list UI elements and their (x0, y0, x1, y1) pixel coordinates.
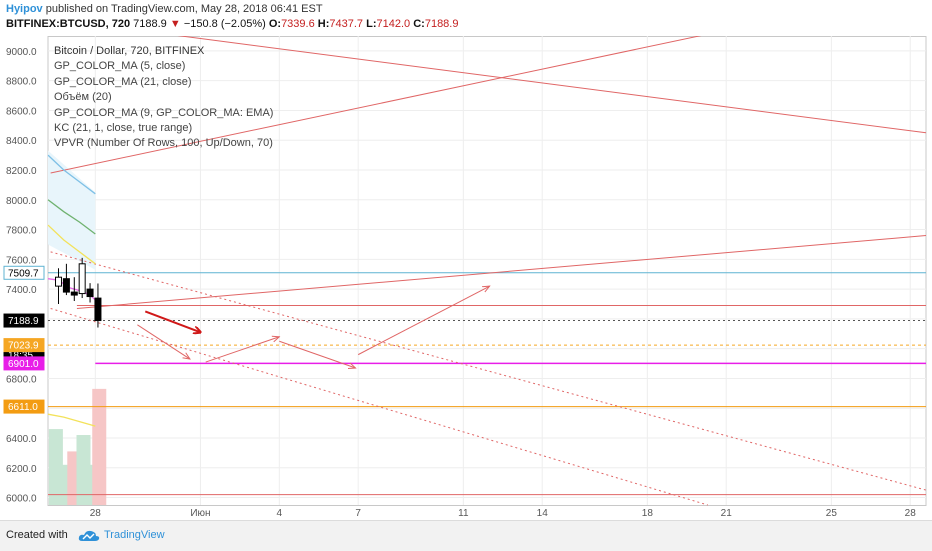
kc-band (48, 150, 96, 270)
forecast-arrow-0 (144, 310, 200, 332)
trendline-0 (50, 36, 702, 174)
high-label: H: (317, 18, 330, 30)
price-label-box-3 (3, 338, 45, 353)
price-label-0: 7509.7 (8, 268, 39, 279)
price-label-box-0 (3, 265, 45, 280)
x-tick-5: 14 (537, 508, 549, 519)
y-tick-6000: 6000.0 (6, 494, 37, 505)
price-label-box-5 (3, 399, 45, 414)
legend-item-kc[interactable]: KC (21, 1, close, true range) (54, 122, 193, 135)
trendline-1 (177, 36, 927, 134)
last-price: 7188.9 (133, 18, 167, 30)
created-with-text: Created with (6, 529, 68, 541)
trendline-3 (50, 251, 927, 491)
ma-line-0 (47, 154, 96, 195)
plot-border (47, 36, 927, 506)
y-tick-7400: 7400.0 (6, 285, 37, 296)
legend-title: Bitcoin / Dollar, 720, BITFINEX (54, 45, 205, 57)
tradingview-link[interactable]: TradingView (104, 529, 165, 541)
x-tick-3: 7 (355, 508, 361, 519)
y-tick-7600: 7600.0 (6, 255, 37, 266)
y-tick-6800: 6800.0 (6, 374, 37, 385)
publish-line: Hyipov published on TradingView.com, May… (6, 3, 323, 15)
change-down-icon: ▼ (169, 18, 181, 30)
open-value: 7339.6 (281, 18, 315, 30)
tradingview-cloud-icon (78, 530, 100, 541)
footer: Created with TradingView (0, 520, 932, 551)
x-tick-6: 18 (642, 508, 654, 519)
y-tick-8800: 8800.0 (6, 77, 37, 88)
ma-line-4 (47, 413, 96, 427)
trend-lines (50, 36, 927, 506)
y-tick-6200: 6200.0 (6, 464, 37, 475)
symbol-line: BITFINEX:BTCUSD, 720 7188.9 ▼ −150.8 (−2… (6, 18, 458, 30)
candle-body-1 (62, 278, 70, 293)
candle-body-2 (70, 291, 78, 296)
forecast-arrows (137, 286, 489, 368)
chart-grid (47, 36, 927, 506)
forecast-arrow-3 (279, 340, 355, 368)
volume-bar-5 (92, 388, 107, 505)
low-value: 7142.0 (376, 18, 411, 30)
price-label-2: 18:35 (8, 351, 33, 362)
x-tick-0: 28 (90, 508, 102, 519)
y-tick-7800: 7800.0 (6, 226, 37, 237)
price-label-3: 7023.9 (8, 341, 39, 352)
candles (55, 257, 102, 328)
volume-bar-0 (48, 429, 63, 505)
legend-item-ma21[interactable]: GP_COLOR_MA (21, close) (54, 75, 192, 88)
close-label: C: (413, 18, 425, 30)
candle-body-0 (55, 276, 63, 287)
symbol-label: BITFINEX:BTCUSD, 720 (6, 18, 131, 30)
y-tick-8200: 8200.0 (6, 166, 37, 177)
high-value: 7437.7 (329, 18, 364, 30)
trendline-4 (50, 307, 708, 506)
ma-line-1 (47, 199, 96, 235)
horizontal-lines (48, 272, 926, 496)
price-label-box-4 (3, 356, 45, 371)
y-tick-8600: 8600.0 (6, 106, 37, 117)
price-change: −150.8 (−2.05%) (183, 18, 266, 30)
x-tick-1: Июн (190, 508, 210, 519)
forecast-arrow-1 (137, 324, 190, 359)
low-label: L: (366, 18, 377, 30)
candle-body-3 (78, 263, 86, 295)
forecast-arrow-4 (357, 286, 489, 356)
y-tick-8000: 8000.0 (6, 196, 37, 207)
price-label-4: 6901.0 (8, 359, 39, 370)
x-tick-7: 21 (721, 508, 733, 519)
legend-item-vpvr[interactable]: VPVR (Number Of Rows, 100, Up/Down, 70) (54, 137, 273, 150)
published-text: published on TradingView.com, May 28, 20… (45, 3, 323, 15)
price-label-box-1 (3, 313, 45, 328)
y-tick-6400: 6400.0 (6, 434, 37, 445)
keltner-channel (48, 150, 96, 270)
x-tick-9: 28 (905, 508, 917, 519)
candle-body-5 (94, 297, 102, 322)
indicator-legend: Bitcoin / Dollar, 720, BITFINEX GP_COLOR… (54, 44, 273, 152)
legend-item-ema9[interactable]: GP_COLOR_MA (9, GP_COLOR_MA: EMA) (54, 106, 274, 119)
time-axis: 28 Июн 4 7 11 14 18 21 25 28 (90, 508, 916, 519)
price-label-5: 6611.0 (8, 402, 38, 413)
volume-bars (48, 388, 107, 505)
x-tick-2: 4 (277, 508, 283, 519)
forecast-arrow-2 (205, 337, 280, 363)
author-link[interactable]: Hyipov (6, 3, 43, 15)
y-tick-8400: 8400.0 (6, 136, 37, 147)
open-label: O: (268, 18, 282, 30)
legend-item-ma5[interactable]: GP_COLOR_MA (5, close) (54, 60, 186, 73)
close-value: 7188.9 (424, 18, 459, 30)
trendline-2 (76, 235, 927, 309)
legend-item-volume[interactable]: Объём (20) (54, 91, 112, 104)
x-tick-8: 25 (826, 508, 838, 519)
x-tick-4: 11 (458, 508, 469, 519)
candle-body-4 (86, 288, 94, 298)
price-label-1: 7188.9 (8, 316, 39, 327)
ma-line-2 (47, 224, 96, 265)
price-chart[interactable]: 6000.06200.06400.06600.06800.07000.07200… (0, 36, 932, 520)
chart-header: Hyipov published on TradingView.com, May… (0, 0, 932, 36)
y-tick-9000: 9000.0 (6, 47, 37, 58)
